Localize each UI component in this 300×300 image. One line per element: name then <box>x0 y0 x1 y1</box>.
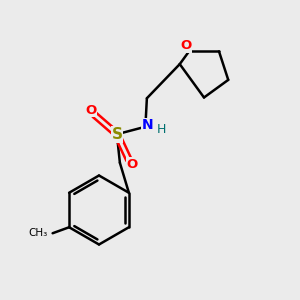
Text: CH₃: CH₃ <box>29 228 48 238</box>
Text: S: S <box>111 127 122 142</box>
Text: O: O <box>85 104 96 117</box>
Text: O: O <box>180 40 192 52</box>
Text: H: H <box>157 123 167 136</box>
Text: N: N <box>142 118 154 132</box>
Text: O: O <box>126 158 137 171</box>
